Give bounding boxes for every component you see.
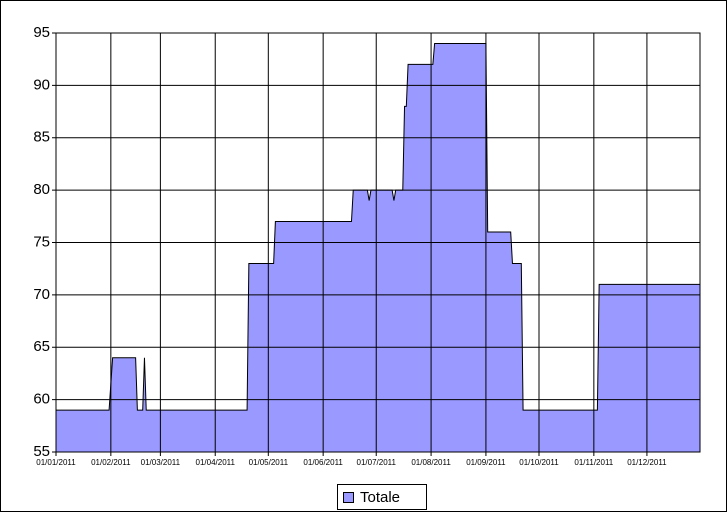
y-tick-label: 95 — [33, 24, 50, 41]
x-tick-label: 01/08/2011 — [411, 458, 451, 467]
y-tick-label: 90 — [33, 76, 50, 93]
x-tick-label: 01/06/2011 — [303, 458, 343, 467]
x-tick-label: 01/07/2011 — [357, 458, 397, 467]
legend-label: Totale — [360, 489, 400, 506]
y-tick-label: 70 — [33, 286, 50, 303]
x-tick-label: 01/12/2011 — [627, 458, 667, 467]
y-tick-label: 85 — [33, 129, 50, 146]
x-tick-label: 01/01/2011 — [36, 458, 76, 467]
area — [55, 42, 701, 453]
x-tick-label: 01/05/2011 — [249, 458, 289, 467]
legend-swatch — [343, 492, 354, 503]
y-tick-label: 55 — [33, 443, 50, 460]
x-tick-label: 01/03/2011 — [141, 458, 181, 467]
x-tick-label: 01/04/2011 — [196, 458, 236, 467]
y-tick-label: 60 — [33, 391, 50, 408]
x-tick-label: 01/10/2011 — [519, 458, 559, 467]
y-tick-label: 80 — [33, 181, 50, 198]
plot-area: 55 60 65 70 75 80 85 90 95 01/01/2011 01/02/2011 01… — [33, 24, 701, 467]
y-tick-label: 65 — [33, 338, 50, 355]
y-tick-label: 75 — [33, 233, 50, 250]
x-tick-label: 01/09/2011 — [466, 458, 506, 467]
x-tick-label: 01/02/2011 — [91, 458, 131, 467]
x-tick-label: 01/11/2011 — [574, 458, 613, 467]
